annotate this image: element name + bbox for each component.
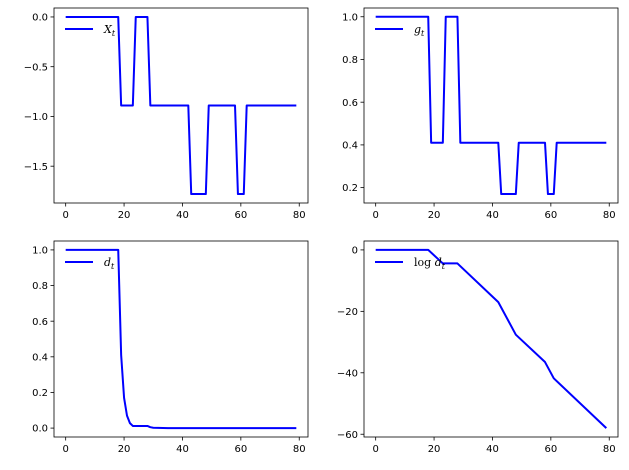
y-tick-label: 0.6 [32, 317, 48, 328]
subplot-top-right: 0 20 40 60 80 0.2 0.4 0.6 0.8 1.0 gt [342, 7, 619, 221]
x-tick-label: 0 [62, 210, 68, 221]
subplot-bottom-right: 0 20 40 60 80 0 −20 −40 −60 log dt [337, 240, 619, 455]
y-tick-label: 0.0 [32, 424, 48, 435]
x-tick-label: 20 [118, 210, 131, 221]
series-line-0 [375, 15, 607, 196]
x-tick-label: 0 [372, 444, 378, 455]
x-tick-label: 80 [603, 444, 616, 455]
y-tick-label: 0.2 [342, 183, 358, 194]
subplot-top-left: 0 20 40 60 80 0.0 −0.5 −1.0 −1.5 Xt [24, 7, 309, 221]
x-tick-label: 80 [293, 444, 306, 455]
x-tick-label: 0 [372, 210, 378, 221]
legend: log dt [375, 256, 446, 271]
x-tick-label: 40 [486, 210, 499, 221]
x-tick-label: 20 [428, 444, 441, 455]
legend-label: gt [414, 23, 425, 38]
axes-frame [363, 7, 619, 204]
x-tick-label: 80 [603, 210, 616, 221]
axes-frame [53, 240, 309, 438]
axes-frame [53, 7, 309, 204]
y-tick-label: −20 [337, 307, 358, 318]
x-tick-label: 0 [62, 444, 68, 455]
legend: dt [65, 256, 115, 271]
legend: gt [375, 23, 425, 38]
y-tick-label: −60 [337, 430, 358, 441]
x-tick-label: 20 [118, 444, 131, 455]
legend-label: dt [104, 256, 115, 271]
subplot-bottom-left: 0 20 40 60 80 0.0 0.2 0.4 0.6 0.8 1.0 dt [32, 240, 309, 455]
legend-label: log dt [414, 256, 446, 271]
x-tick-label: 60 [234, 210, 247, 221]
axes-frame [363, 240, 619, 438]
y-tick-label: 0.6 [342, 98, 358, 109]
y-tick-label: 0.2 [32, 388, 48, 399]
x-tick-label: 60 [234, 444, 247, 455]
y-tick-label: 0 [352, 246, 358, 257]
y-tick-label: 0.8 [342, 55, 358, 66]
y-tick-label: 0.4 [32, 352, 48, 363]
y-tick-label: 1.0 [342, 12, 358, 23]
y-tick-label: 0.4 [342, 141, 358, 152]
y-tick-label: −1.5 [24, 162, 48, 173]
x-tick-label: 40 [486, 444, 499, 455]
y-tick-label: 0.8 [32, 281, 48, 292]
series-line-0 [65, 248, 297, 430]
legend-label: Xt [103, 23, 116, 38]
x-tick-label: 40 [176, 444, 189, 455]
x-tick-label: 60 [544, 444, 557, 455]
x-tick-label: 80 [293, 210, 306, 221]
x-tick-label: 60 [544, 210, 557, 221]
legend: Xt [65, 23, 116, 38]
y-tick-label: −40 [337, 368, 358, 379]
x-tick-label: 40 [176, 210, 189, 221]
y-tick-label: 0.0 [32, 13, 48, 24]
y-tick-label: −1.0 [24, 112, 48, 123]
x-tick-label: 20 [428, 210, 441, 221]
y-tick-label: 1.0 [32, 246, 48, 257]
series-line-0 [65, 15, 297, 196]
y-tick-label: −0.5 [24, 62, 48, 73]
series-line-0 [375, 248, 608, 429]
